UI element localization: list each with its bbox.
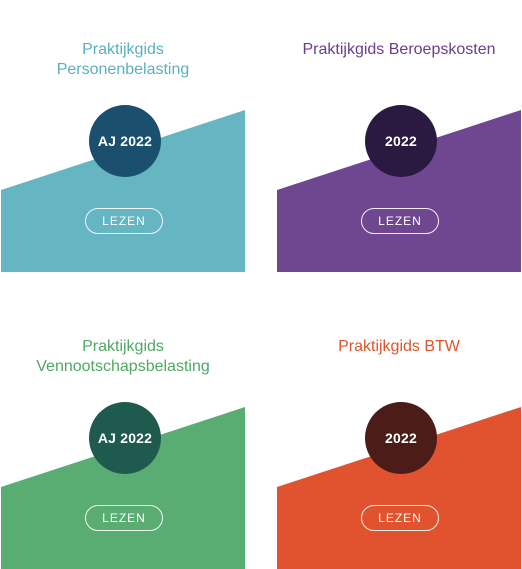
- card-title: Praktijkgids Beroepskosten: [277, 40, 521, 60]
- card-title: Praktijkgids BTW: [277, 337, 521, 357]
- card-background-shape: [277, 407, 521, 569]
- card-title-line1: Praktijkgids Beroepskosten: [302, 41, 496, 58]
- read-button[interactable]: LEZEN: [85, 208, 163, 234]
- card-title-line1: Praktijkgids BTW: [338, 338, 460, 355]
- card-background-shape: [1, 407, 245, 569]
- read-button[interactable]: LEZEN: [85, 505, 163, 531]
- card-background-shape: [1, 110, 245, 272]
- year-badge: 2022: [365, 402, 437, 474]
- card-vennootschapsbelasting[interactable]: Praktijkgids Vennootschapsbelasting AJ 2…: [1, 297, 245, 569]
- card-title: Praktijkgids Personenbelasting: [1, 40, 245, 80]
- card-diagonal-shape: [1, 110, 245, 272]
- card-title-line2: Personenbelasting: [56, 61, 190, 78]
- card-diagonal-shape: [1, 407, 245, 569]
- card-title-line2: Vennootschapsbelasting: [36, 358, 210, 375]
- read-button[interactable]: LEZEN: [361, 208, 439, 234]
- read-button[interactable]: LEZEN: [361, 505, 439, 531]
- card-btw[interactable]: Praktijkgids BTW 2022 LEZEN: [277, 297, 521, 569]
- card-title: Praktijkgids Vennootschapsbelasting: [1, 337, 245, 377]
- card-diagonal-shape: [277, 407, 521, 569]
- card-beroepskosten[interactable]: Praktijkgids Beroepskosten 2022 LEZEN: [277, 0, 521, 272]
- card-title-line1: Praktijkgids: [82, 338, 164, 355]
- card-diagonal-shape: [277, 110, 521, 272]
- year-badge: 2022: [365, 105, 437, 177]
- year-badge: AJ 2022: [89, 402, 161, 474]
- card-title-line1: Praktijkgids: [82, 41, 164, 58]
- card-personenbelasting[interactable]: Praktijkgids Personenbelasting AJ 2022 L…: [1, 0, 245, 272]
- card-background-shape: [277, 110, 521, 272]
- year-badge: AJ 2022: [89, 105, 161, 177]
